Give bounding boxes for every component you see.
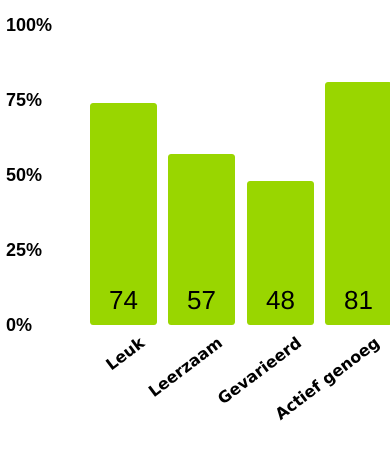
bar-leerzaam xyxy=(168,154,235,325)
data-label: 48 xyxy=(266,285,295,315)
bars-group xyxy=(90,82,390,325)
y-tick-label: 0% xyxy=(6,315,32,335)
bar-actief-genoeg xyxy=(325,82,390,325)
x-tick-label: Leuk xyxy=(102,333,148,374)
y-axis: 0% 25% 50% 75% 100% xyxy=(6,15,52,335)
data-label: 57 xyxy=(187,285,216,315)
y-tick-label: 100% xyxy=(6,15,52,35)
bar-gevarieerd xyxy=(247,181,314,325)
data-labels-group: 74 57 48 81 xyxy=(109,285,373,315)
bar-leuk xyxy=(90,103,157,325)
x-tick-label: Leerzaam xyxy=(145,333,226,401)
x-axis: Leuk Leerzaam Gevarieerd Actief genoeg xyxy=(102,333,383,424)
y-tick-label: 75% xyxy=(6,90,42,110)
y-tick-label: 25% xyxy=(6,240,42,260)
y-tick-label: 50% xyxy=(6,165,42,185)
data-label: 81 xyxy=(344,285,373,315)
data-label: 74 xyxy=(109,285,138,315)
